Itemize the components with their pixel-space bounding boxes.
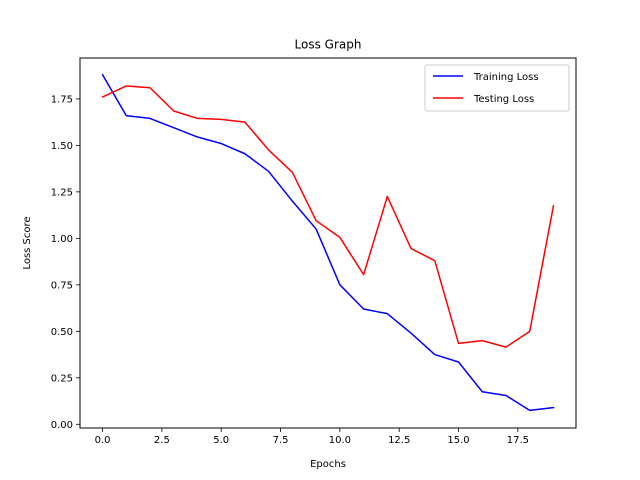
legend-label-testing: Testing Loss xyxy=(473,94,534,105)
y-axis-ticks: 0.00 0.25 0.50 0.75 1.00 1.25 1.50 1.75 xyxy=(51,94,80,431)
y-tick-label: 1.75 xyxy=(51,94,73,105)
chart-title: Loss Graph xyxy=(295,38,362,52)
x-tick-label: 0.0 xyxy=(95,435,111,446)
testing-loss-line xyxy=(101,85,555,348)
legend: Training Loss Testing Loss xyxy=(424,64,570,112)
legend-label-training: Training Loss xyxy=(473,72,539,83)
training-loss-line xyxy=(101,73,555,412)
x-tick-label: 17.5 xyxy=(507,435,529,446)
x-axis-ticks: 0.0 2.5 5.0 7.5 10.0 12.5 15.0 17.5 xyxy=(95,428,529,446)
y-tick-label: 0.25 xyxy=(51,373,73,384)
y-tick-label: 0.00 xyxy=(51,420,73,431)
x-tick-label: 15.0 xyxy=(447,435,469,446)
y-tick-label: 0.50 xyxy=(51,327,73,338)
x-tick-label: 5.0 xyxy=(213,435,229,446)
x-tick-label: 7.5 xyxy=(273,435,289,446)
y-tick-label: 0.75 xyxy=(51,280,73,291)
x-tick-label: 10.0 xyxy=(329,435,351,446)
y-tick-label: 1.00 xyxy=(51,234,73,245)
y-tick-label: 1.50 xyxy=(51,141,73,152)
x-tick-label: 2.5 xyxy=(154,435,170,446)
y-tick-label: 1.25 xyxy=(51,187,73,198)
x-tick-label: 12.5 xyxy=(388,435,410,446)
x-axis-label: Epochs xyxy=(310,459,346,470)
plot-frame xyxy=(79,57,577,429)
series-layer xyxy=(101,73,555,412)
y-axis-label: Loss Score xyxy=(22,216,33,269)
